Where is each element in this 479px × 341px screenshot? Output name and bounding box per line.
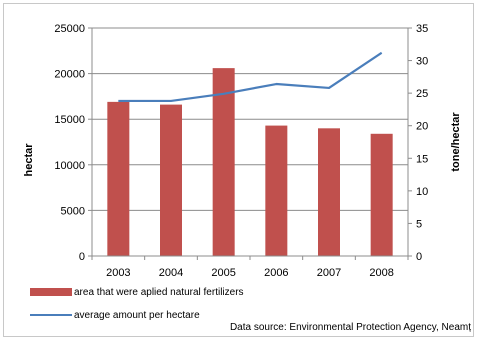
y-tick-label: 10000	[54, 160, 85, 172]
y2-tick-label: 35	[416, 23, 428, 35]
y2-tick-label: 25	[416, 88, 428, 100]
bar-2007	[318, 128, 340, 256]
x-tick-label: 2007	[317, 267, 341, 279]
y2-tick-labels: 0 5 10 15 20 25 30 35	[416, 23, 428, 263]
y2-tick-label: 15	[416, 153, 428, 165]
gridlines	[92, 27, 408, 211]
bar-2005	[212, 68, 235, 257]
x-tick-label: 2004	[159, 267, 183, 279]
combo-chart: 0 5000 10000 15000 20000 25000 0 5 10 15 20 25 30 35…	[23, 23, 462, 279]
y-tick-label: 5000	[61, 205, 85, 217]
x-tick-label: 2006	[264, 267, 288, 279]
chart-frame	[3, 3, 474, 337]
x-tick-label: 2003	[106, 267, 130, 279]
line-series	[118, 51, 383, 103]
y2-tick-label: 30	[416, 56, 428, 68]
y2-tick-label: 10	[416, 186, 428, 198]
legend-item-bar: area that were aplied natural fertilizer…	[30, 285, 244, 299]
x-tick-label: 2005	[211, 267, 235, 279]
y2-axis-label: tone/hectar	[450, 112, 462, 172]
bar-2008	[370, 133, 393, 256]
y-tick-label: 25000	[54, 23, 85, 35]
axes	[88, 27, 412, 260]
y-tick-label: 20000	[54, 69, 85, 81]
legend-bar-label: area that were aplied natural fertilizer…	[74, 286, 244, 298]
y2-tick-label: 0	[416, 251, 422, 263]
bar-2006	[265, 125, 288, 256]
bar-2004	[160, 104, 182, 256]
y-tick-label: 0	[79, 251, 85, 263]
bar-2003	[107, 101, 130, 256]
legend-bar-swatch	[30, 288, 72, 296]
x-tick-label: 2008	[369, 267, 393, 279]
line-path	[118, 51, 383, 103]
y2-tick-label: 5	[416, 218, 422, 230]
bar-series	[107, 68, 393, 257]
legend-line-swatch	[30, 314, 72, 316]
y2-tick-label: 20	[416, 121, 428, 133]
data-source-note: Data source: Environmental Protection Ag…	[229, 322, 471, 333]
y-axis-label: hectar	[23, 143, 35, 177]
y-tick-labels: 0 5000 10000 15000 20000 25000	[54, 23, 85, 263]
legend-item-line: average amount per hectare	[30, 308, 200, 322]
x-tick-labels: 2003 2004 2005 2006 2007 2008	[106, 267, 394, 279]
y-tick-label: 15000	[54, 114, 85, 126]
legend-line-label: average amount per hectare	[74, 309, 200, 321]
